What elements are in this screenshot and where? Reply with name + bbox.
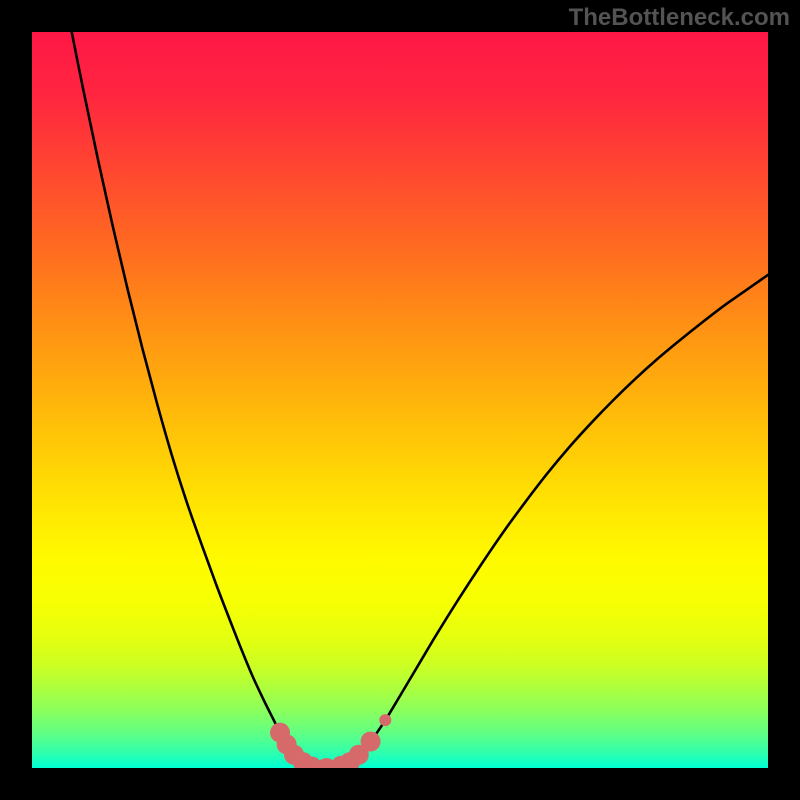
- bottleneck-chart: [0, 0, 800, 800]
- plot-gradient-background: [32, 32, 768, 768]
- watermark-text: TheBottleneck.com: [569, 4, 790, 32]
- curve-marker-small: [379, 714, 391, 726]
- chart-frame: TheBottleneck.com: [0, 0, 800, 800]
- curve-marker: [361, 732, 381, 752]
